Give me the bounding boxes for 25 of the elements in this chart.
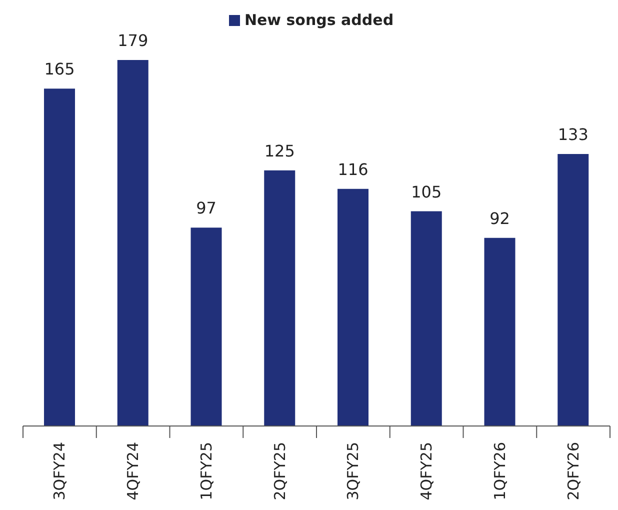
- bar: [558, 154, 589, 426]
- x-tick-label: 4QFY25: [418, 442, 436, 500]
- data-label: 165: [44, 60, 75, 79]
- bar: [264, 170, 296, 426]
- bar: [44, 88, 75, 426]
- bar: [484, 238, 516, 426]
- data-label: 105: [411, 182, 442, 202]
- data-label: 97: [196, 198, 216, 218]
- bar: [338, 188, 368, 426]
- data-label: 133: [558, 125, 588, 144]
- bar: [190, 228, 222, 426]
- data-label: 92: [490, 208, 510, 228]
- x-tick-label: 2QFY25: [270, 442, 289, 500]
- x-tick-label: 3QFY25: [344, 442, 362, 500]
- x-tick-label: 1QFY26: [490, 442, 509, 500]
- x-tick-label: 4QFY24: [124, 442, 142, 500]
- bar: [410, 211, 442, 426]
- x-tick-label: 1QFY25: [197, 442, 216, 500]
- x-tick-label: 2QFY26: [564, 442, 582, 500]
- legend-label: New songs added: [244, 11, 394, 29]
- data-label: 116: [338, 160, 368, 179]
- data-label: 125: [264, 141, 295, 160]
- data-label: 179: [118, 31, 148, 50]
- x-tick-label: 3QFY24: [50, 442, 69, 500]
- bar: [117, 60, 148, 426]
